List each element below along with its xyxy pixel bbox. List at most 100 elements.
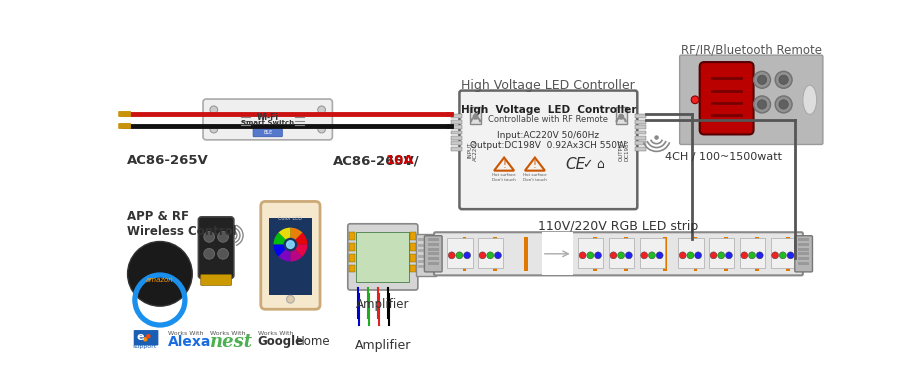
Bar xyxy=(739,238,765,268)
Bar xyxy=(349,265,356,272)
Bar xyxy=(356,232,409,282)
Circle shape xyxy=(741,252,748,259)
Text: Wi-Fi: Wi-Fi xyxy=(256,114,278,123)
Bar xyxy=(635,147,645,151)
Circle shape xyxy=(625,252,632,259)
Circle shape xyxy=(656,252,663,259)
Circle shape xyxy=(610,252,617,259)
Circle shape xyxy=(127,242,193,306)
Circle shape xyxy=(692,96,699,103)
Bar xyxy=(635,114,645,118)
Bar xyxy=(635,141,645,145)
Bar xyxy=(418,254,434,258)
Bar xyxy=(451,147,462,151)
Wedge shape xyxy=(274,245,290,257)
Circle shape xyxy=(284,238,297,251)
Circle shape xyxy=(147,335,150,338)
Text: Alexa: Alexa xyxy=(169,335,212,349)
Bar xyxy=(725,237,728,271)
Text: Google: Google xyxy=(257,335,304,348)
Text: BLE: BLE xyxy=(263,130,272,135)
Text: 10A: 10A xyxy=(385,154,414,167)
Circle shape xyxy=(494,252,502,259)
Circle shape xyxy=(756,252,763,259)
Circle shape xyxy=(487,252,493,259)
Wedge shape xyxy=(290,245,302,261)
Circle shape xyxy=(772,252,778,259)
Bar xyxy=(493,237,497,271)
Text: Works With: Works With xyxy=(257,331,293,336)
Bar xyxy=(478,238,503,268)
Bar xyxy=(594,237,597,271)
Text: High  Voltage  LED  Controller: High Voltage LED Controller xyxy=(461,105,636,115)
Bar xyxy=(428,243,439,246)
Bar xyxy=(635,131,645,135)
Bar xyxy=(451,114,462,118)
Circle shape xyxy=(758,75,767,84)
Bar xyxy=(451,141,462,145)
Text: Works With: Works With xyxy=(210,331,245,336)
Text: Works With: Works With xyxy=(169,331,204,336)
Text: INPUT
AC220V: INPUT AC220V xyxy=(467,139,478,161)
Bar xyxy=(470,107,481,124)
Text: Input:AC220V 50/60Hz: Input:AC220V 50/60Hz xyxy=(497,131,599,140)
Bar xyxy=(771,238,796,268)
Circle shape xyxy=(758,100,767,109)
FancyBboxPatch shape xyxy=(201,275,231,286)
Bar xyxy=(709,238,734,268)
Wedge shape xyxy=(278,245,290,261)
Text: 4CH / 100~1500watt: 4CH / 100~1500watt xyxy=(665,152,782,162)
Bar xyxy=(418,265,434,268)
Text: Controllable with RF Remote: Controllable with RF Remote xyxy=(489,115,609,124)
Wedge shape xyxy=(290,233,307,245)
Bar xyxy=(447,238,473,268)
Circle shape xyxy=(218,249,229,259)
Bar xyxy=(798,252,809,255)
Bar xyxy=(418,260,434,263)
Bar xyxy=(428,257,439,260)
Circle shape xyxy=(287,241,294,249)
Text: OUTPUT
DC198V: OUTPUT DC198V xyxy=(619,139,630,161)
FancyBboxPatch shape xyxy=(700,62,753,135)
Bar xyxy=(418,244,434,247)
Bar xyxy=(451,125,462,129)
Circle shape xyxy=(779,75,788,84)
Text: amazon: amazon xyxy=(146,277,173,283)
Circle shape xyxy=(579,252,586,259)
FancyBboxPatch shape xyxy=(198,217,234,279)
Bar xyxy=(609,238,634,268)
Bar xyxy=(524,237,528,271)
Bar xyxy=(616,107,627,124)
Text: Color LED: Color LED xyxy=(278,216,302,221)
Text: APP & RF
Wireless Control: APP & RF Wireless Control xyxy=(127,210,236,238)
Bar xyxy=(410,254,417,261)
Text: Home: Home xyxy=(296,335,331,348)
Ellipse shape xyxy=(803,85,817,114)
Bar xyxy=(410,232,417,240)
Circle shape xyxy=(318,106,325,114)
Circle shape xyxy=(448,252,455,259)
Text: !: ! xyxy=(502,160,506,170)
Bar xyxy=(428,238,439,242)
Wedge shape xyxy=(274,233,290,245)
Circle shape xyxy=(779,100,788,109)
Bar xyxy=(451,120,462,124)
Circle shape xyxy=(680,252,686,259)
Wedge shape xyxy=(278,228,290,245)
FancyBboxPatch shape xyxy=(795,236,812,272)
Text: Hot surface
Don't touch: Hot surface Don't touch xyxy=(492,173,516,182)
Circle shape xyxy=(753,96,771,113)
Circle shape xyxy=(318,125,325,133)
Bar xyxy=(418,238,434,242)
Circle shape xyxy=(587,252,594,259)
Bar xyxy=(755,237,759,271)
Circle shape xyxy=(456,252,463,259)
Bar xyxy=(678,238,703,268)
Text: High Voltage LED Controller: High Voltage LED Controller xyxy=(462,79,635,92)
Bar xyxy=(562,237,566,271)
Circle shape xyxy=(144,338,147,341)
Bar xyxy=(786,237,790,271)
Circle shape xyxy=(749,252,755,259)
Bar xyxy=(663,237,667,271)
Circle shape xyxy=(618,252,624,259)
